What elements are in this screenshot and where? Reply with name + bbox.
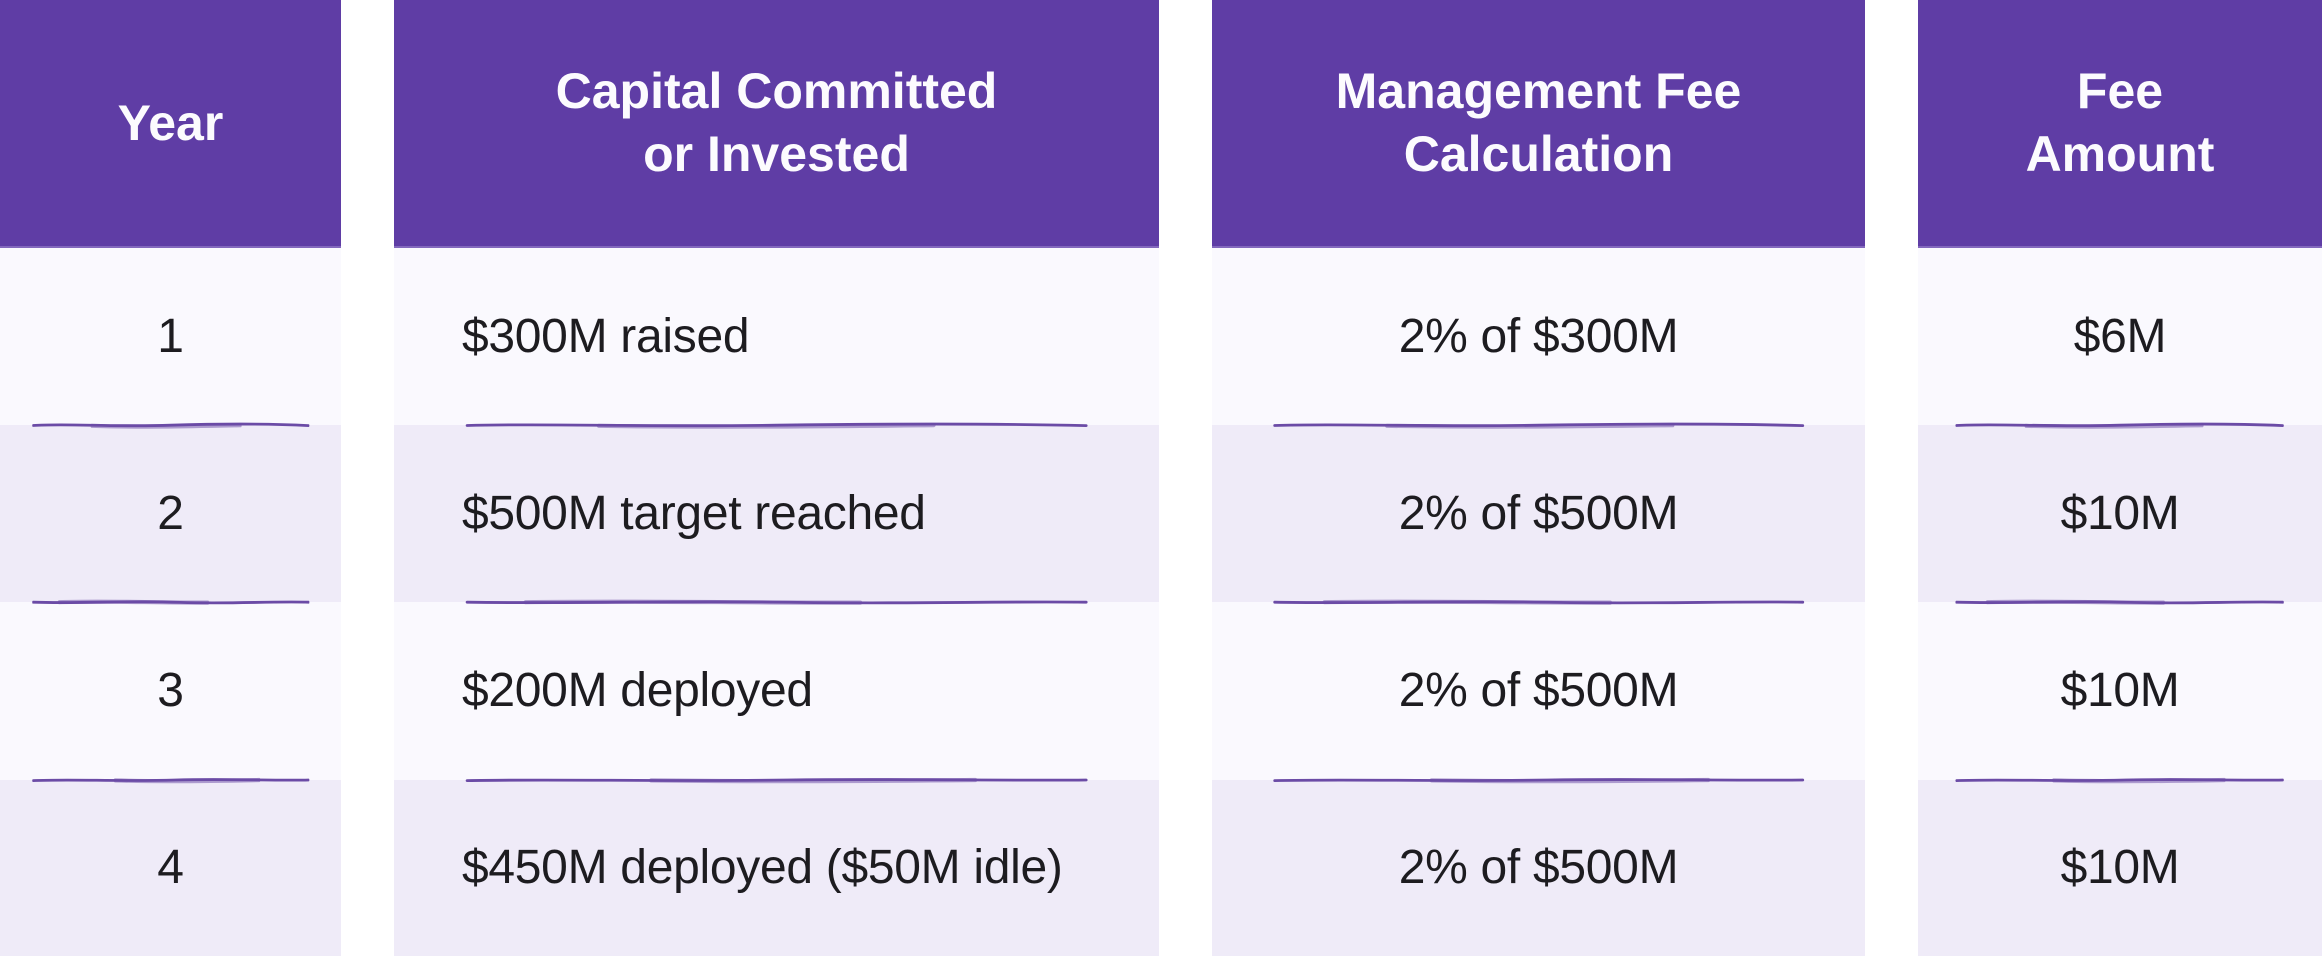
cell-fee-3: $10M	[1918, 599, 2322, 780]
cell-calculation-2: 2% of $500M	[1212, 422, 1865, 602]
header-label-capital: Capital Committed or Invested	[555, 63, 998, 182]
cell-calculation-4: 2% of $500M	[1212, 777, 1865, 956]
header-cell-capital: Capital Committed or Invested	[394, 0, 1159, 248]
cell-text: 2% of $300M	[1398, 309, 1679, 363]
cell-text: $10M	[2060, 486, 2180, 540]
cell-text: $10M	[2060, 841, 2180, 895]
cell-capital-4: $450M deployed ($50M idle)	[394, 777, 1159, 956]
header-label-calculation: Management Fee Calculation	[1335, 63, 1742, 182]
cell-text: 3	[157, 664, 184, 718]
cell-text: $500M target reached	[462, 486, 926, 540]
cell-text: $450M deployed ($50M idle)	[462, 841, 1063, 895]
cell-text: 4	[157, 841, 184, 895]
cell-text: 2% of $500M	[1398, 664, 1679, 718]
cell-calculation-3: 2% of $500M	[1212, 599, 1865, 780]
header-cell-fee-amount: Fee Amount	[1918, 0, 2322, 248]
cell-text: 1	[157, 309, 184, 363]
cell-text: $10M	[2060, 664, 2180, 718]
cell-year-2: 2	[0, 422, 341, 602]
cell-year-4: 4	[0, 777, 341, 956]
cell-text: 2% of $500M	[1398, 486, 1679, 540]
cell-year-1: 1	[0, 248, 341, 425]
cell-capital-2: $500M target reached	[394, 422, 1159, 602]
cell-fee-1: $6M	[1918, 248, 2322, 425]
header-cell-calculation: Management Fee Calculation	[1212, 0, 1865, 248]
header-cell-year: Year	[0, 0, 341, 248]
header-label-fee-amount: Fee Amount	[2025, 63, 2215, 182]
cell-text: $6M	[2073, 309, 2167, 363]
cell-year-3: 3	[0, 599, 341, 780]
cell-text: $200M deployed	[462, 664, 813, 718]
cell-fee-2: $10M	[1918, 422, 2322, 602]
cell-calculation-1: 2% of $300M	[1212, 248, 1865, 425]
header-label-year: Year	[117, 94, 224, 151]
cell-fee-4: $10M	[1918, 777, 2322, 956]
cell-text: 2	[157, 486, 184, 540]
cell-text: $300M raised	[462, 309, 750, 363]
cell-text: 2% of $500M	[1398, 841, 1679, 895]
cell-capital-3: $200M deployed	[394, 599, 1159, 780]
cell-capital-1: $300M raised	[394, 248, 1159, 425]
